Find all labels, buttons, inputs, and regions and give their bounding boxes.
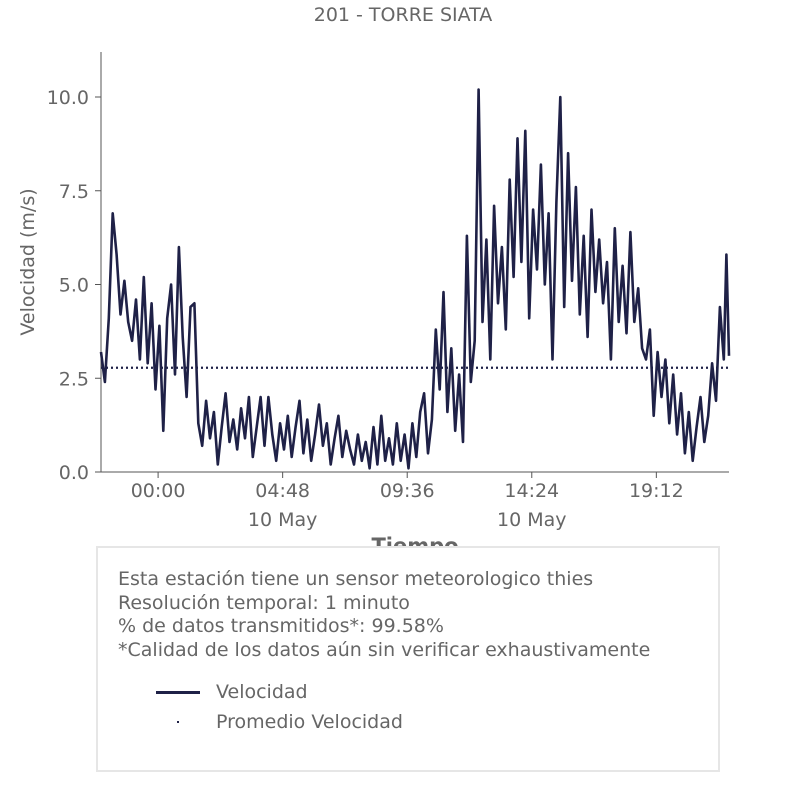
- y-tick-label: 10.0: [47, 87, 89, 109]
- info-line-quality: *Calidad de los datos aún sin verificar …: [118, 638, 651, 661]
- chart-title: 201 - TORRE SIATA: [313, 4, 493, 26]
- info-legend-box: Esta estación tiene un sensor meteorolog…: [96, 546, 720, 772]
- y-tick-label: 7.5: [59, 181, 89, 203]
- legend-item-velocidad: Velocidad: [156, 680, 308, 704]
- legend-dot-marker: [156, 710, 200, 734]
- y-tick-label: 2.5: [59, 368, 89, 390]
- legend-label-promedio: Promedio Velocidad: [216, 711, 403, 733]
- info-line-sensor: Esta estación tiene un sensor meteorolog…: [118, 568, 594, 590]
- legend-label-velocidad: Velocidad: [216, 681, 308, 703]
- y-tick-label: 5.0: [59, 275, 89, 297]
- y-tick-label: 0.0: [59, 462, 89, 484]
- x-tick-label: 19:12: [629, 480, 684, 502]
- legend-item-promedio: Promedio Velocidad: [156, 710, 403, 734]
- y-axis-label: Velocidad (m/s): [17, 188, 39, 336]
- legend-line-marker: [156, 690, 200, 694]
- x-tick-label: 00:00: [131, 480, 186, 502]
- x-tick-label: 14:24: [504, 480, 559, 502]
- info-line-resolution: Resolución temporal: 1 minuto: [118, 591, 410, 614]
- station-info: Esta estación tiene un sensor meteorolog…: [118, 568, 650, 662]
- velocity-series-line: [99, 88, 731, 470]
- x-tick-date-label: 10 May: [497, 509, 567, 531]
- x-tick-date-label: 10 May: [248, 509, 318, 531]
- x-tick-label: 09:36: [380, 480, 435, 502]
- info-line-transmitted: % de datos transmitidos*: 99.58%: [118, 615, 444, 637]
- x-tick-label: 04:48: [255, 480, 310, 502]
